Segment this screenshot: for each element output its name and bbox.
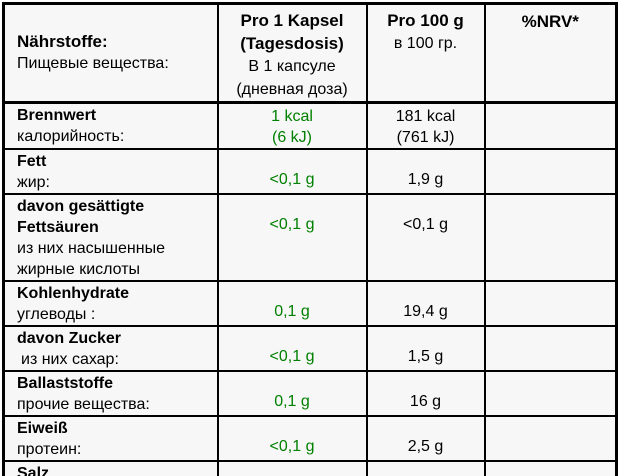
header-per-capsule-ru1: В 1 капсуле	[248, 58, 336, 75]
name-ru: протеин:	[17, 441, 82, 458]
row-gesaettigte-fettsaeuren: davon gesättigte Fettsäuren из них насыш…	[2, 193, 618, 282]
cell-per-100g: 1,5 g	[365, 325, 486, 372]
cell-per-capsule: <0,1 g	[216, 193, 368, 282]
header-per-capsule-de2: (Tagesdosis)	[240, 34, 344, 53]
row-eiweiss: Eiweiß протеин: <0,1 g 2,5 g	[2, 415, 618, 462]
cell-per-100g: 181 kcal (761 kJ)	[365, 101, 486, 150]
row-ballaststoffe: Ballaststoffe прочие вещества: 0,1 g 16 …	[2, 370, 618, 417]
name-ru: прочие вещества:	[17, 396, 150, 413]
cell-per-capsule: <0,1 g	[216, 415, 368, 462]
cell-name: Ballaststoffe прочие вещества:	[2, 370, 219, 417]
cell-per-100g: 1,9 g	[365, 148, 486, 195]
value-line: (761 kJ)	[396, 129, 455, 146]
value-line: 1 kcal	[271, 108, 313, 125]
cell-nrv	[483, 460, 618, 476]
row-zucker: davon Zucker из них сахар: <0,1 g 1,5 g	[2, 325, 618, 372]
header-row: Nährstoffe: Пищевые вещества: Pro 1 Kaps…	[2, 2, 618, 104]
cell-per-capsule: <0,1 g	[216, 148, 368, 195]
header-per-capsule-de1: Pro 1 Kapsel	[240, 11, 344, 30]
value-line: 181 kcal	[395, 108, 456, 125]
cell-name: davon Zucker из них сахар:	[2, 325, 219, 372]
header-nutrients-ru: Пищевые вещества:	[17, 55, 169, 72]
cell-per-100g: <0,1 g	[365, 460, 486, 476]
cell-nrv	[483, 280, 618, 327]
name-ru: из них сахар:	[21, 351, 119, 368]
header-per-100g-de: Pro 100 g	[387, 11, 464, 30]
cell-name: davon gesättigte Fettsäuren из них насыш…	[2, 193, 219, 282]
name-de: Kohlenhydrate	[17, 285, 130, 302]
header-per-capsule-ru2: (дневная доза)	[236, 81, 348, 98]
name-ru: из них насышенные	[17, 240, 165, 257]
header-nutrients-de: Nährstoffe:	[17, 32, 108, 51]
cell-nrv	[483, 193, 618, 282]
name-de: davon Zucker	[17, 330, 122, 347]
cell-name: Fett жир:	[2, 148, 219, 195]
header-cell-per-capsule: Pro 1 Kapsel (Tagesdosis) В 1 капсуле (д…	[216, 2, 368, 104]
row-brennwert: Brennwert калорийность: 1 kcal (6 kJ) 18…	[2, 101, 618, 150]
row-salz: Salz соль: <0,1 g <0,1 g	[2, 460, 618, 476]
cell-nrv	[483, 148, 618, 195]
name-ru: жирные кислоты	[17, 261, 141, 278]
cell-per-100g: 19,4 g	[365, 280, 486, 327]
name-de: Fett	[17, 153, 47, 170]
cell-name: Eiweiß протеин:	[2, 415, 219, 462]
name-ru: жир:	[17, 174, 50, 191]
cell-name: Kohlenhydrate углеводы :	[2, 280, 219, 327]
cell-per-capsule: <0,1 g	[216, 460, 368, 476]
cell-name: Brennwert калорийность:	[2, 101, 219, 150]
name-de: Brennwert	[17, 107, 97, 124]
cell-per-100g: <0,1 g	[365, 193, 486, 282]
name-de: Eiweiß	[17, 420, 68, 437]
name-de: Ballaststoffe	[17, 375, 114, 392]
name-de: Fettsäuren	[17, 219, 99, 236]
cell-name: Salz соль:	[2, 460, 219, 476]
header-cell-per-100g: Pro 100 g в 100 гр.	[365, 2, 486, 104]
cell-per-capsule: <0,1 g	[216, 325, 368, 372]
cell-nrv	[483, 370, 618, 417]
header-cell-nutrients: Nährstoffe: Пищевые вещества:	[2, 2, 219, 104]
cell-per-capsule: 0,1 g	[216, 370, 368, 417]
name-ru: углеводы :	[17, 306, 96, 323]
cell-per-capsule: 0,1 g	[216, 280, 368, 327]
name-de: davon gesättigte	[17, 198, 145, 215]
cell-per-capsule: 1 kcal (6 kJ)	[216, 101, 368, 150]
name-ru: калорийность:	[17, 128, 125, 145]
header-cell-nrv: %NRV*	[483, 2, 618, 104]
cell-per-100g: 2,5 g	[365, 415, 486, 462]
cell-nrv	[483, 415, 618, 462]
row-kohlenhydrate: Kohlenhydrate углеводы : 0,1 g 19,4 g	[2, 280, 618, 327]
value-line: (6 kJ)	[272, 129, 312, 146]
name-de: Salz	[17, 465, 50, 476]
row-fett: Fett жир: <0,1 g 1,9 g	[2, 148, 618, 195]
cell-nrv	[483, 101, 618, 150]
cell-nrv	[483, 325, 618, 372]
header-per-100g-ru: в 100 гр.	[393, 35, 458, 52]
cell-per-100g: 16 g	[365, 370, 486, 417]
